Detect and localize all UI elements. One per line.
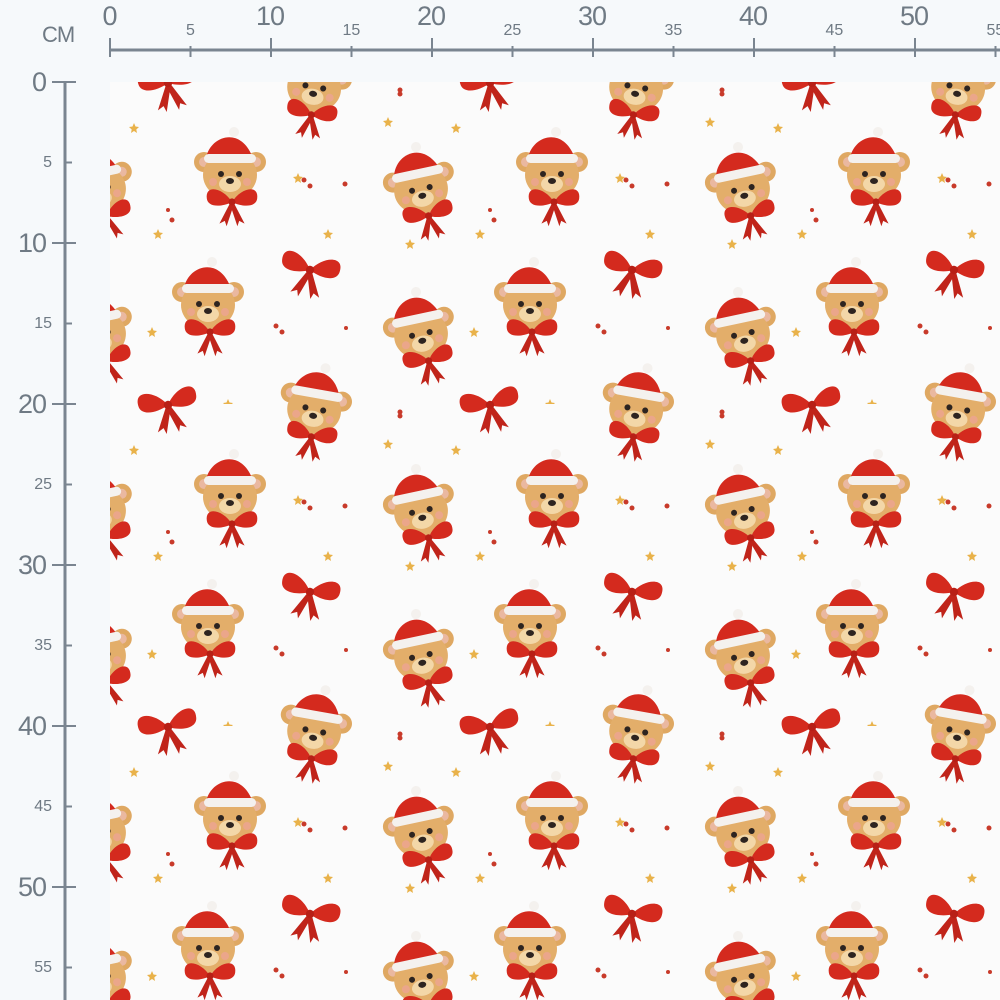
vertical-ruler-label: 55	[34, 958, 52, 976]
horizontal-ruler-label: 20	[417, 1, 446, 31]
horizontal-ruler-label: 30	[578, 1, 607, 31]
unit-label: CM	[42, 22, 75, 47]
vertical-ruler-label: 0	[31, 67, 47, 97]
vertical-ruler-label: 5	[43, 153, 52, 171]
horizontal-ruler-label: 35	[664, 22, 683, 39]
vertical-ruler-label: 40	[17, 711, 47, 741]
horizontal-ruler-label: 25	[503, 22, 522, 39]
vertical-ruler-label: 20	[17, 389, 47, 419]
vertical-ruler-label: 25	[34, 475, 52, 493]
horizontal-ruler-label: 50	[900, 1, 929, 31]
fabric-pattern-preview	[110, 82, 1000, 1000]
vertical-ruler-label: 15	[34, 314, 52, 332]
horizontal-ruler-label: 10	[256, 1, 285, 31]
vertical-ruler-label: 35	[34, 636, 52, 654]
horizontal-ruler-label: 55	[986, 22, 1000, 39]
vertical-ruler-label: 30	[17, 550, 47, 580]
vertical-ruler-label: 10	[17, 228, 47, 258]
horizontal-ruler-label: 45	[825, 22, 844, 39]
horizontal-ruler-label: 0	[102, 1, 118, 31]
horizontal-ruler-label: 40	[739, 1, 768, 31]
vertical-ruler-label: 50	[17, 872, 47, 902]
vertical-ruler-label: 45	[34, 797, 52, 815]
horizontal-ruler-label: 5	[186, 22, 195, 39]
horizontal-ruler-label: 15	[342, 22, 361, 39]
